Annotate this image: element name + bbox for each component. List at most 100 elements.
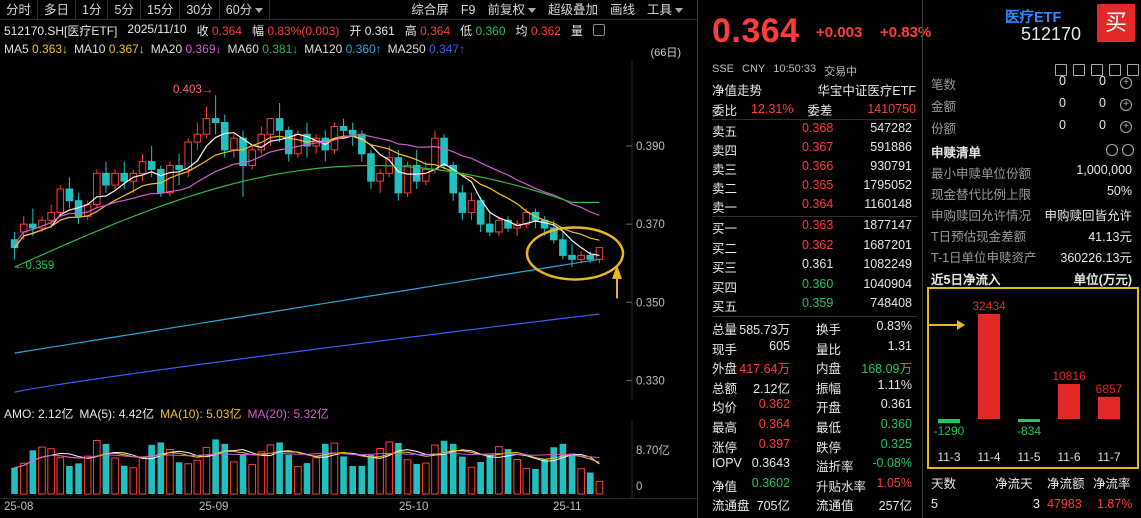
bid-row[interactable]: 买一 0.363 1877147: [712, 218, 916, 237]
open-value: 0.361: [364, 24, 395, 38]
ma60-line: [14, 164, 600, 268]
period-tab[interactable]: 多日: [38, 0, 77, 20]
stat-label: 开盘: [816, 401, 842, 416]
candle: [211, 118, 220, 124]
volume-bar: [266, 444, 275, 495]
volume-bar: [504, 449, 512, 494]
period-tab[interactable]: 15分: [141, 0, 181, 20]
expand-icon[interactable]: [1109, 64, 1121, 76]
ma250-value: 0.347↑: [429, 42, 466, 56]
grid-icon[interactable]: [1055, 64, 1067, 76]
tool-button[interactable]: 工具: [641, 0, 689, 20]
period-tab[interactable]: 60分: [220, 0, 271, 20]
ask-row[interactable]: 卖三 0.366 930791: [712, 159, 916, 178]
tool-button[interactable]: 画线: [609, 2, 635, 17]
amo-legend: AMO: 2.12亿 MA(5): 4.42亿 MA(10): 5.03亿 MA…: [4, 405, 329, 422]
bid-row[interactable]: 买四 0.360 1040904: [712, 277, 916, 296]
share-icon[interactable]: [1091, 64, 1103, 76]
holding-row: 份额 0 0 +: [931, 118, 1136, 138]
buy-button[interactable]: 买: [1097, 4, 1135, 42]
volume-bar: [587, 472, 594, 494]
y-tick-label: 0.370: [636, 219, 665, 231]
ask-row[interactable]: 卖一 0.364 1160148: [712, 197, 916, 216]
candle: [29, 223, 37, 229]
bell-icon[interactable]: [1073, 64, 1085, 76]
stat-value: 0.3643: [751, 456, 790, 471]
volume-chart[interactable]: 8.70亿 0: [0, 420, 697, 498]
bid-row[interactable]: 买三 0.361 1082249: [712, 257, 916, 276]
volume-bar: [248, 464, 256, 495]
stat-label: 换手: [816, 323, 842, 337]
volume-bar: [47, 448, 55, 495]
stat-value: 417.64万: [739, 362, 790, 377]
wei-cha-label: 委差: [807, 103, 833, 118]
add-icon[interactable]: +: [1120, 99, 1132, 111]
net-inflow-bar: [978, 314, 1000, 419]
ask-row[interactable]: 卖四 0.367 591886: [712, 140, 916, 159]
volume-bar: [148, 444, 155, 494]
period-tab[interactable]: 分时: [0, 0, 39, 20]
etf-code: 512170: [1021, 24, 1082, 44]
holding-value: 0: [1059, 74, 1066, 88]
holding-label: 金额: [931, 100, 957, 114]
bid-row[interactable]: 买五 0.359 748408: [712, 296, 916, 315]
settings-icon[interactable]: [592, 24, 605, 36]
bid-price: 0.360: [802, 276, 834, 291]
add-icon[interactable]: +: [1120, 121, 1132, 133]
candlestick-chart[interactable]: 0.390 0.370 0.350 0.330 0.403→ ←0.359: [0, 60, 697, 400]
stat-row: 涨停 0.397 跌停 0.325: [712, 437, 918, 457]
candle: [367, 153, 375, 182]
net-inflow-unit: 单位(万元): [1073, 273, 1132, 287]
volume-bar: [321, 443, 329, 494]
ask-row[interactable]: 卖五 0.368 547282: [712, 121, 916, 140]
stat-row: 净值 0.3602 升贴水率 1.05%: [712, 476, 918, 496]
volume-bar: [449, 443, 457, 494]
ask-level: 卖五: [712, 125, 738, 139]
volume-bar: [11, 467, 18, 494]
period-tab[interactable]: 5分: [108, 0, 141, 20]
volume-bar: [19, 462, 28, 495]
stat-value: 705亿: [756, 499, 790, 514]
ask-volume: 1795052: [863, 178, 912, 192]
ma20-value: 0.369↓: [185, 42, 222, 56]
subscription-row: 申购赎回允许情况 申购赎回皆允许: [931, 205, 1136, 225]
holding-row: 笔数 0 0 +: [931, 74, 1136, 94]
ask-row[interactable]: 卖二 0.365 1795052: [712, 178, 916, 197]
nav-trend-row[interactable]: 净值走势 华宝中证医疗ETF: [712, 79, 916, 99]
stat-label: 涨停: [712, 440, 738, 455]
tool-button[interactable]: 超级叠加: [547, 2, 598, 17]
volume-bar: [349, 466, 356, 494]
net-amount-value: 47983: [1047, 497, 1082, 511]
subscription-row: 最小申赎单位份额 1,000,000: [931, 163, 1136, 183]
candle: [403, 165, 412, 194]
range-label: 幅: [251, 24, 264, 38]
stat-label: 内盘: [816, 362, 842, 377]
period-tab[interactable]: 1分: [76, 0, 109, 20]
ask-level: 卖三: [712, 163, 738, 177]
date-tick: 25-10: [399, 501, 429, 513]
stat-label: 最低: [816, 421, 842, 435]
tool-button[interactable]: 综合屏: [411, 2, 449, 17]
net-inflow-value-label: 32434: [972, 299, 1006, 313]
stat-value: 0.3602: [751, 475, 790, 490]
volume-bar: [459, 456, 466, 494]
holding-row: 金额 0 0 +: [931, 96, 1136, 116]
help-icon[interactable]: [1122, 144, 1134, 156]
tool-button[interactable]: 前复权: [481, 0, 542, 20]
amo-ma20-label: MA(20):: [247, 407, 291, 421]
tool-button[interactable]: F9: [460, 2, 476, 17]
add-icon[interactable]: +: [1120, 77, 1132, 89]
ask-volume: 591886: [870, 140, 912, 154]
bid-row[interactable]: 买二 0.362 1687201: [712, 238, 916, 257]
volume-bar: [294, 466, 302, 495]
net-amount-label: 净流额: [1047, 477, 1085, 491]
period-tab[interactable]: 30分: [180, 0, 220, 20]
open-label: 开: [349, 24, 362, 38]
candle: [175, 165, 183, 170]
gear-icon[interactable]: [1106, 144, 1118, 156]
net-inflow-header: 近5日净流入 单位(万元): [931, 269, 1136, 289]
volume-bar: [340, 456, 347, 494]
volume-bar: [522, 467, 531, 495]
menu-icon[interactable]: [1127, 64, 1139, 76]
candle: [202, 118, 211, 135]
